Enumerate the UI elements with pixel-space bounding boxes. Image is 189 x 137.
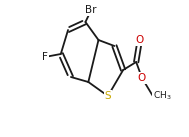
Text: S: S — [105, 91, 111, 101]
Text: F: F — [42, 52, 48, 62]
Text: O: O — [136, 35, 144, 45]
Text: Br: Br — [85, 5, 97, 15]
Text: CH$_3$: CH$_3$ — [153, 90, 171, 102]
Text: O: O — [138, 73, 146, 83]
